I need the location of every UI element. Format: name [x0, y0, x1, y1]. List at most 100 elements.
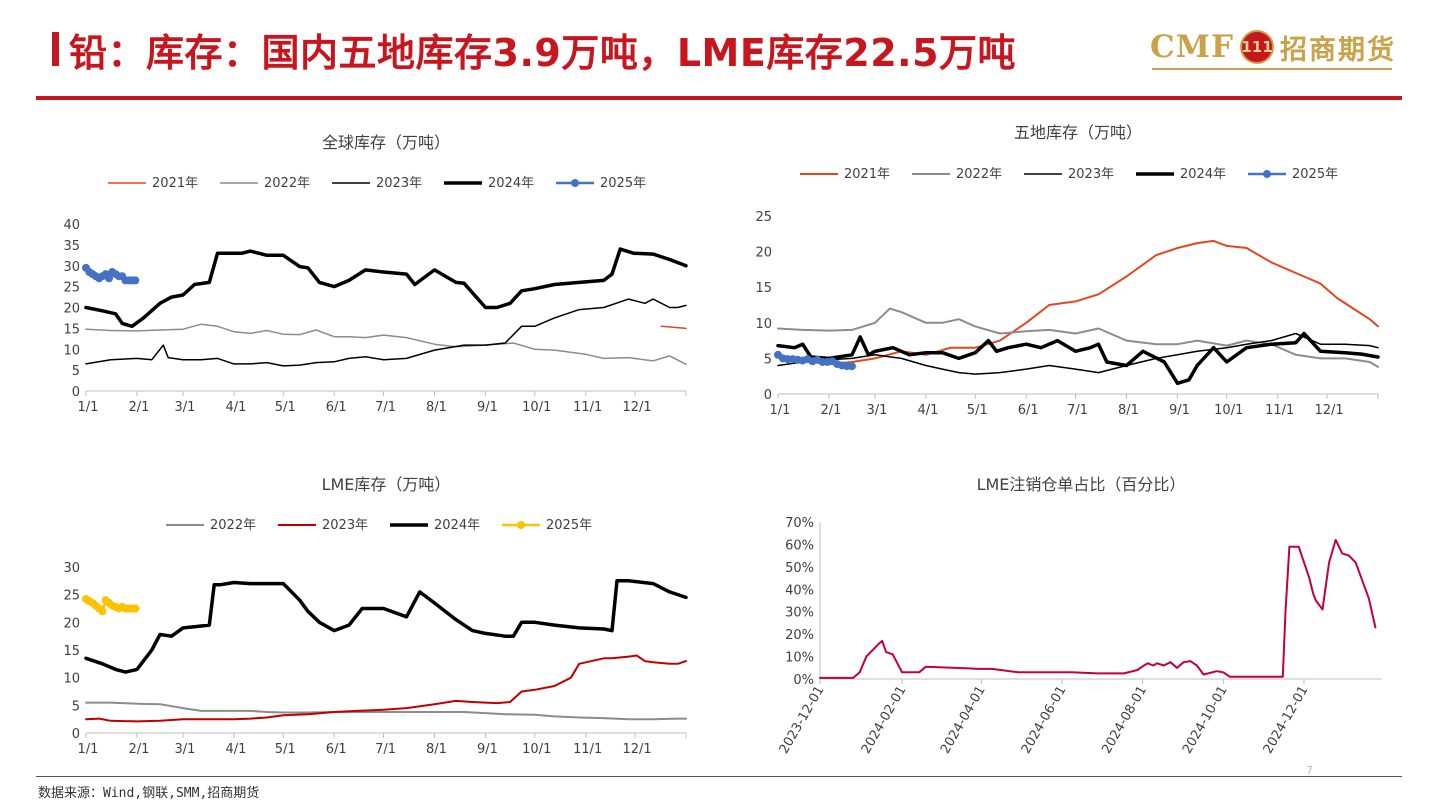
x-tick-label: 2023-12-01	[777, 684, 828, 757]
series-point	[131, 276, 140, 285]
logo-company-name: 招商期货	[1280, 34, 1396, 66]
series-line	[85, 654, 687, 723]
y-tick-label: 0	[72, 727, 80, 742]
x-tick-label: 1/1	[770, 403, 791, 418]
x-tick-label: 2/1	[128, 400, 149, 415]
x-tick-label: 11/1	[573, 400, 602, 415]
y-tick-label: 60%	[785, 538, 814, 553]
legend-marker	[1263, 170, 1271, 178]
y-tick-label: 0%	[793, 673, 814, 688]
legend-item: 2023年	[1024, 167, 1114, 182]
x-tick-label: 2024-06-01	[1019, 684, 1070, 757]
y-tick-label: 10	[63, 672, 80, 687]
y-tick-label: 5	[764, 352, 772, 367]
legend-item: 2024年	[390, 518, 480, 533]
title-accent-bar	[52, 32, 59, 66]
y-tick-label: 20	[63, 616, 80, 631]
y-tick-label: 15	[63, 322, 80, 337]
chart-title: 全球库存（万吨）	[322, 133, 450, 152]
y-tick-label: 15	[63, 644, 80, 659]
chart-lme-cancelled-warrants-svg: LME注销仓单占比（百分比） 0% 10% 20% 30% 40% 50% 60% 70% 202…	[777, 475, 1382, 757]
chart-lme-inventory: LME库存（万吨） 2022年 2023年 2024年 2025年 0 5 10 15 20 25 3…	[38, 462, 718, 766]
x-tick-label: 5/1	[275, 742, 296, 757]
x-tick-label: 2024-08-01	[1099, 684, 1150, 757]
legend-item: 2024年	[1136, 167, 1226, 182]
x-tick-label: 12/1	[622, 742, 651, 757]
series-line	[776, 331, 1380, 386]
x-tick-label: 12/1	[622, 400, 651, 415]
legend-label: 2025年	[546, 518, 592, 533]
y-tick-label: 25	[755, 210, 772, 225]
legend-label: 2025年	[600, 176, 646, 191]
y-tick-label: 5	[72, 699, 80, 714]
series-line	[84, 579, 688, 674]
legend-label: 2023年	[376, 176, 422, 191]
series-line	[777, 239, 1379, 366]
x-tick-label: 5/1	[275, 400, 296, 415]
footer-divider	[36, 776, 1402, 777]
header-divider	[36, 96, 1402, 100]
legend-label: 2025年	[1292, 167, 1338, 182]
legend-label: 2023年	[322, 518, 368, 533]
y-tick-label: 40	[63, 218, 80, 233]
legend-label: 2021年	[152, 176, 198, 191]
chart-title: 五地库存（万吨）	[1014, 123, 1142, 142]
series-point	[131, 604, 140, 613]
legend-item: 2023年	[278, 518, 368, 533]
x-tick-label: 2/1	[820, 403, 841, 418]
y-tick-label: 40%	[785, 583, 814, 598]
series-point	[98, 607, 107, 616]
series-point	[105, 274, 114, 283]
x-tick-label: 11/1	[1265, 403, 1294, 418]
legend-item: 2022年	[220, 176, 310, 191]
legend-marker	[571, 179, 579, 187]
legend-label: 2023年	[1068, 167, 1114, 182]
y-tick-label: 5	[72, 364, 80, 379]
logo-cmf-text: CMF	[1150, 29, 1234, 65]
legend-marker	[517, 521, 525, 529]
x-tick-label: 4/1	[917, 403, 938, 418]
x-tick-label: 2024-12-01	[1261, 684, 1312, 757]
series-line	[777, 307, 1379, 368]
x-tick-label: 2024-04-01	[938, 684, 989, 757]
legend-label: 2022年	[210, 518, 256, 533]
page-title: 铅：库存：国内五地库存3.9万吨，LME库存22.5万吨	[52, 24, 1017, 75]
x-tick-label: 5/1	[967, 403, 988, 418]
cmf-logo: CMF 111 招商期货	[1150, 24, 1396, 70]
chart-global-inventory-svg: 全球库存（万吨） 2021年 2022年 2023年 2024年 2025年 0 5 10 15 2…	[63, 133, 688, 415]
data-source-note: 数据来源：Wind,钢联,SMM,招商期货	[38, 786, 260, 801]
legend-item: 2025年	[556, 176, 646, 191]
chart-five-region-inventory: 五地库存（万吨） 2021年 2022年 2023年 2024年 2025年 0 5 10 15 2…	[730, 110, 1410, 434]
x-tick-label: 9/1	[477, 742, 498, 757]
legend-item: 2022年	[166, 518, 256, 533]
x-tick-label: 9/1	[1169, 403, 1190, 418]
x-tick-label: 8/1	[1118, 403, 1139, 418]
series-line	[85, 323, 687, 366]
x-tick-label: 10/1	[522, 742, 551, 757]
y-tick-label: 70%	[785, 516, 814, 531]
legend-label: 2024年	[1180, 167, 1226, 182]
y-tick-label: 10	[755, 317, 772, 332]
x-tick-label: 6/1	[326, 742, 347, 757]
x-tick-label: 12/1	[1314, 403, 1343, 418]
series-line	[85, 701, 687, 721]
y-tick-label: 15	[755, 281, 772, 296]
x-tick-label: 3/1	[175, 742, 196, 757]
x-tick-label: 4/1	[225, 400, 246, 415]
series-line	[660, 325, 687, 330]
x-tick-label: 8/1	[426, 742, 447, 757]
y-tick-label: 35	[63, 239, 80, 254]
legend-item: 2021年	[108, 176, 198, 191]
series-point	[847, 362, 856, 371]
legend-label: 2022年	[956, 167, 1002, 182]
x-tick-label: 8/1	[426, 400, 447, 415]
x-tick-label: 2/1	[128, 742, 149, 757]
x-tick-label: 6/1	[1018, 403, 1039, 418]
y-tick-label: 20%	[785, 628, 814, 643]
x-tick-label: 11/1	[573, 742, 602, 757]
x-tick-label: 7/1	[1067, 403, 1088, 418]
legend-label: 2024年	[488, 176, 534, 191]
x-tick-label: 7/1	[375, 742, 396, 757]
y-tick-label: 0	[764, 388, 772, 403]
page-title-text: 铅：库存：国内五地库存3.9万吨，LME库存22.5万吨	[69, 30, 1017, 75]
